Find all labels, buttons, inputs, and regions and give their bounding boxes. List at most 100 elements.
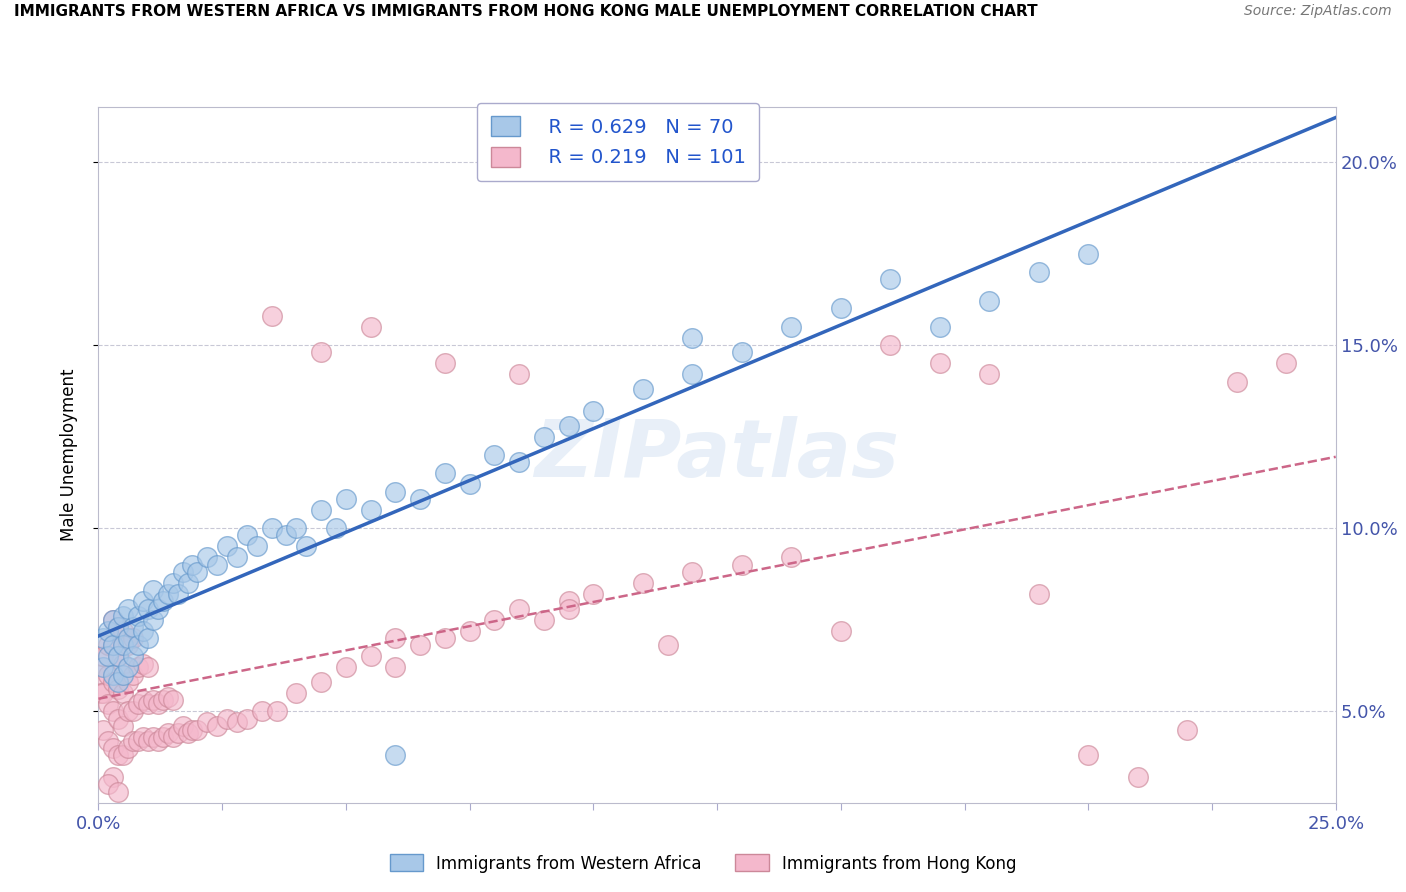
Point (112, 657, 135, 671)
Point (107, 785, 129, 799)
Point (533, 613, 555, 627)
Point (186, 565, 208, 579)
Point (176, 576, 198, 591)
Point (731, 558, 754, 572)
Point (236, 528, 259, 542)
Point (90, 686, 112, 700)
Point (260, 309, 283, 323)
Point (117, 704, 139, 718)
Legend:   R = 0.629   N = 70,   R = 0.219   N = 101: R = 0.629 N = 70, R = 0.219 N = 101 (477, 103, 759, 181)
Point (508, 368, 530, 382)
Point (250, 704, 273, 718)
Point (136, 601, 159, 615)
Point (409, 638, 432, 652)
Point (122, 704, 145, 718)
Point (93, 660, 115, 674)
Point (557, 601, 579, 615)
Point (152, 730, 174, 744)
Point (260, 521, 283, 535)
Point (879, 272, 901, 286)
Point (162, 693, 184, 707)
Point (830, 624, 852, 638)
Point (309, 675, 332, 690)
Point (830, 301, 852, 316)
Point (103, 613, 125, 627)
Point (285, 521, 308, 535)
Point (928, 319, 950, 334)
Point (384, 484, 406, 499)
Legend: Immigrants from Western Africa, Immigrants from Hong Kong: Immigrants from Western Africa, Immigran… (382, 847, 1024, 880)
Point (166, 726, 188, 740)
Point (93, 649, 115, 664)
Point (93, 686, 115, 700)
Point (681, 565, 703, 579)
Point (117, 675, 139, 690)
Point (107, 682, 129, 697)
Point (217, 712, 239, 726)
Point (384, 660, 406, 674)
Point (409, 491, 432, 506)
Point (226, 550, 249, 565)
Point (285, 686, 308, 700)
Point (107, 649, 129, 664)
Point (186, 723, 208, 737)
Point (681, 368, 703, 382)
Point (103, 638, 125, 652)
Point (979, 294, 1001, 309)
Point (127, 660, 149, 674)
Point (107, 712, 129, 726)
Point (1028, 265, 1050, 279)
Point (97, 624, 120, 638)
Point (557, 418, 579, 433)
Point (508, 601, 530, 615)
Point (117, 601, 139, 615)
Point (103, 770, 125, 784)
Point (112, 667, 135, 681)
Point (142, 693, 165, 707)
Point (433, 467, 456, 481)
Point (127, 697, 149, 711)
Point (205, 558, 228, 572)
Point (335, 491, 357, 506)
Point (1226, 375, 1249, 389)
Point (433, 631, 456, 645)
Point (97, 649, 120, 664)
Point (1126, 770, 1149, 784)
Text: IMMIGRANTS FROM WESTERN AFRICA VS IMMIGRANTS FROM HONG KONG MALE UNEMPLOYMENT CO: IMMIGRANTS FROM WESTERN AFRICA VS IMMIGR… (14, 4, 1038, 20)
Point (132, 657, 155, 671)
Point (780, 319, 803, 334)
Point (484, 613, 506, 627)
Point (112, 624, 135, 638)
Point (97, 667, 120, 681)
Point (152, 594, 174, 608)
Point (103, 704, 125, 718)
Point (681, 331, 703, 345)
Point (266, 704, 288, 718)
Point (132, 693, 155, 707)
Point (1077, 748, 1099, 763)
Point (731, 345, 754, 359)
Point (117, 631, 139, 645)
Point (156, 587, 179, 601)
Point (176, 726, 198, 740)
Point (107, 620, 129, 634)
Point (181, 558, 204, 572)
Y-axis label: Male Unemployment: Male Unemployment (59, 368, 77, 541)
Point (103, 638, 125, 652)
Point (276, 528, 298, 542)
Point (122, 649, 145, 664)
Point (117, 660, 139, 674)
Point (93, 723, 115, 737)
Point (107, 748, 129, 763)
Point (246, 540, 269, 554)
Point (112, 748, 135, 763)
Point (93, 631, 115, 645)
Point (631, 382, 654, 396)
Point (162, 576, 184, 591)
Point (172, 565, 194, 579)
Point (127, 733, 149, 747)
Point (97, 733, 120, 747)
Point (107, 620, 129, 634)
Point (295, 540, 318, 554)
Point (117, 638, 139, 652)
